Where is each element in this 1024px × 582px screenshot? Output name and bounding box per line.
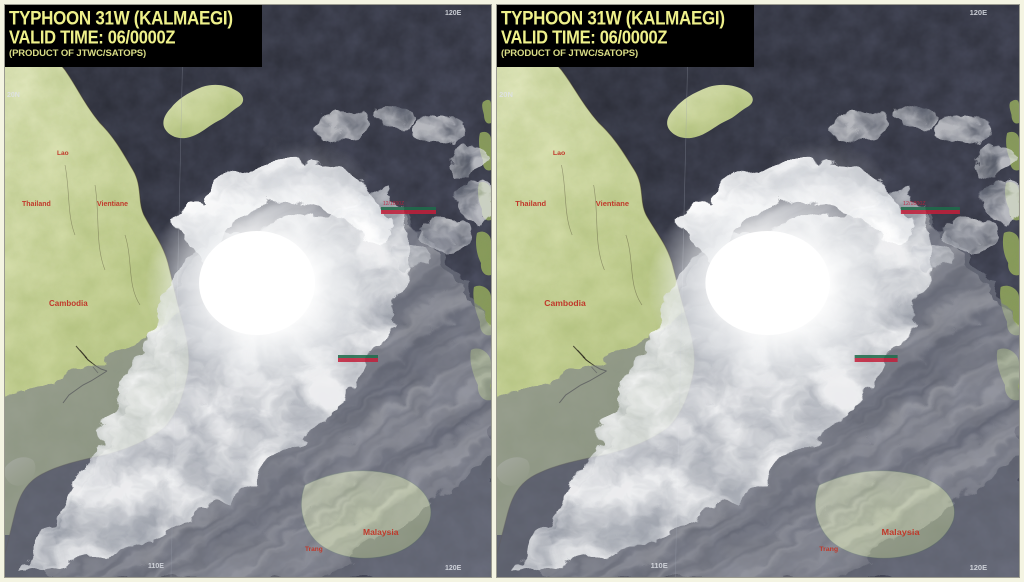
svg-text:120E: 120E	[970, 8, 988, 17]
svg-text:Vientiane: Vientiane	[97, 201, 128, 208]
svg-text:20N: 20N	[7, 92, 20, 99]
svg-text:110E: 110E	[148, 563, 164, 570]
svg-text:12/1800Z: 12/1800Z	[383, 201, 404, 207]
svg-text:Malaysia: Malaysia	[882, 527, 920, 537]
svg-text:12/1800Z: 12/1800Z	[903, 201, 926, 207]
svg-text:110E: 110E	[651, 561, 668, 570]
svg-text:120E: 120E	[445, 10, 462, 17]
svg-text:Vientiane: Vientiane	[596, 199, 629, 208]
svg-text:Malaysia: Malaysia	[363, 527, 399, 537]
svg-text:Lao: Lao	[553, 150, 565, 157]
svg-text:20N: 20N	[499, 90, 513, 99]
svg-text:Trang: Trang	[305, 546, 323, 553]
svg-text:120E: 120E	[445, 565, 462, 572]
svg-text:Thailand: Thailand	[515, 199, 546, 208]
svg-text:120E: 120E	[970, 563, 988, 572]
svg-text:Thailand: Thailand	[22, 201, 51, 208]
svg-text:Lao: Lao	[57, 150, 69, 157]
svg-text:Cambodia: Cambodia	[49, 299, 88, 308]
svg-text:Cambodia: Cambodia	[544, 298, 586, 308]
svg-text:Trang: Trang	[819, 546, 838, 553]
